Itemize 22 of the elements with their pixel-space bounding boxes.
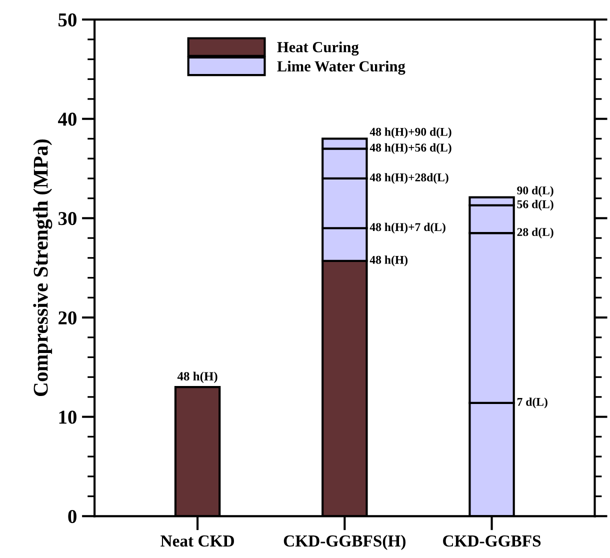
y-tick-label: 20 [58,311,76,324]
annotation: 48 h(H)+56 d(L) [370,143,452,154]
y-tick-label: 0 [68,510,76,524]
y-axis-title: Compressive Strength (MPa) [33,140,52,396]
annotation: 48 h(H)+7 d(L) [370,222,446,234]
annotation: 56 d(L) [517,200,554,211]
y-tick-label: 50 [58,13,76,26]
annotation: 90 d(L) [517,186,554,197]
y-tick-label: 10 [59,410,76,424]
legend-label: Heat Curing [277,42,359,56]
y-tick-label: 40 [58,112,76,126]
annotation: 48 h(H) [370,256,408,266]
annotation: 7 d(L) [517,398,548,408]
annotation: 48 h(H)+28d(L) [370,173,448,184]
annotation: 28 d(L) [517,228,554,238]
y-tick-label: 30 [58,212,76,226]
annotation: 48 h(H)+90 d(L) [370,128,452,138]
x-tick-label: CKD-GGBFS(H) [284,534,406,550]
x-tick-label: Neat CKD [160,535,234,547]
x-tick-label: CKD-GGBFS [443,535,541,547]
legend-label: Lime Water Curing [277,60,406,75]
annotation: 48 h(H) [177,372,218,384]
